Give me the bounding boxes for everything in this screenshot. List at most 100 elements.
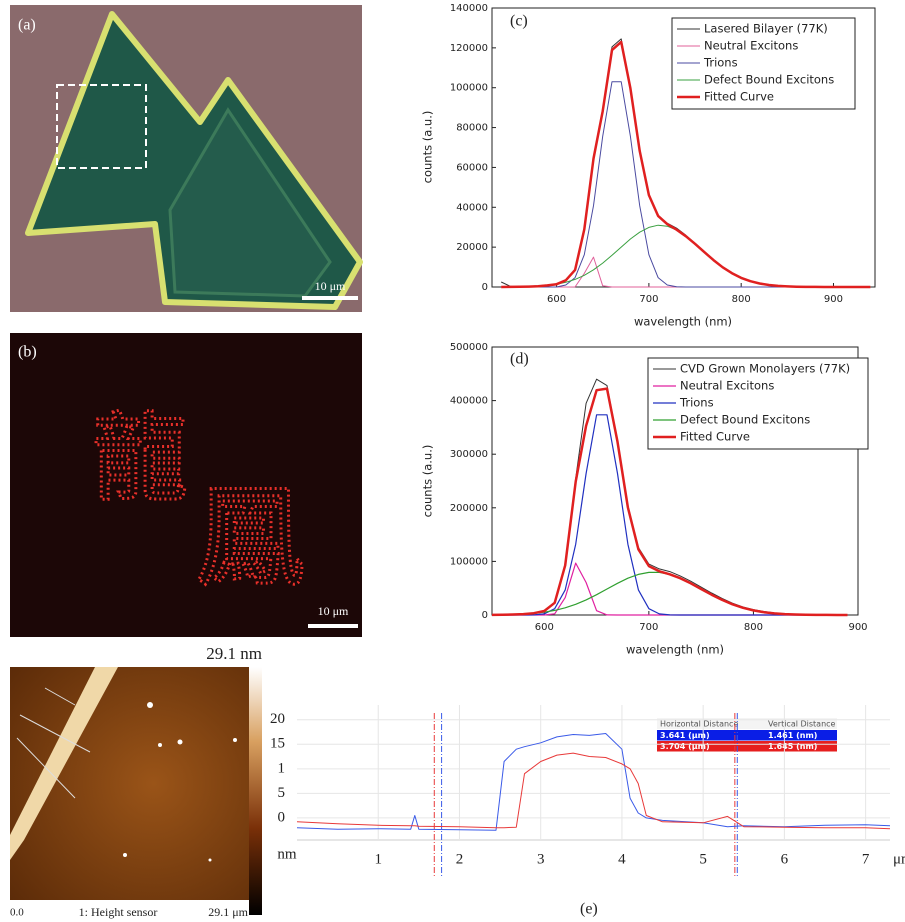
y-tick-label: 20: [270, 711, 285, 727]
x-tick-label: 6: [781, 851, 789, 867]
series-line: [501, 256, 871, 288]
measurement-table: Horizontal Distance Vertical Distance 3.…: [657, 718, 837, 752]
pattern-character: 鳳: [195, 473, 305, 601]
chart: 0 20000 40000 60000 80000 100000 120000 140000 6…: [421, 3, 876, 329]
afm-image: 29.1 nm 0.0 1: Height sensor 29.1 μm: [10, 644, 262, 919]
y-axis-title: counts (a.u.): [421, 445, 435, 518]
particle: [147, 702, 153, 708]
x-tick-label: 600: [535, 622, 554, 633]
x-tick-label: 1: [374, 851, 382, 867]
y-tick-label: 1: [278, 760, 286, 776]
table-cell: 3.704 (μm): [660, 742, 710, 751]
table-row: [657, 730, 837, 741]
channel-label: 1: Height sensor: [79, 905, 158, 919]
y-tick-label: 20000: [456, 242, 488, 253]
table-cell: 1.645 (nm): [768, 742, 817, 751]
x-axis-title: wavelength (nm): [626, 643, 724, 657]
table-header-cell: Horizontal Distance: [660, 720, 738, 729]
y-tick-label: 0: [482, 282, 488, 293]
y-tick-label: 40000: [456, 202, 488, 213]
panel-label: (b): [18, 344, 37, 361]
profile-line: [16, 737, 76, 799]
selection-box: [56, 84, 147, 169]
x-tick-label: 2: [456, 851, 464, 867]
y-axis-title: nm: [277, 846, 297, 862]
x-tick-label: 900: [848, 622, 867, 633]
x-tick-label: 7: [862, 851, 870, 867]
series-line: [501, 81, 871, 288]
x-tick-label: 600: [547, 294, 566, 305]
legend-label: Defect Bound Excitons: [704, 73, 834, 87]
profile-line: [44, 687, 76, 706]
table-row: [657, 741, 837, 752]
y-tick-label: 15: [270, 736, 285, 752]
x-tick-label: 5: [699, 851, 707, 867]
x-tick-label: 4: [618, 851, 626, 867]
table-header: [657, 718, 837, 729]
legend-label: Trions: [703, 56, 738, 70]
scale-label: 10 μm: [315, 279, 346, 293]
particle: [177, 739, 183, 745]
series-line: [296, 733, 891, 831]
y-tick-label: 0: [278, 809, 286, 825]
y-tick-label: 5: [278, 785, 286, 801]
legend-label: Fitted Curve: [704, 90, 774, 104]
table-cell: 3.641 (μm): [660, 731, 710, 740]
legend-box: [647, 357, 869, 450]
particle: [208, 858, 212, 862]
legend-label: Fitted Curve: [680, 430, 750, 444]
x-tick-label: 800: [744, 622, 763, 633]
particle: [233, 738, 237, 742]
x-tick-label: 700: [639, 622, 658, 633]
particle: [123, 853, 127, 857]
legend-label: Lasered Bilayer (77K): [704, 22, 828, 36]
x-axis-title: μm: [893, 851, 905, 867]
y-tick-label: 60000: [456, 162, 488, 173]
panel-label: (e): [580, 901, 598, 918]
panel-label: (a): [18, 17, 36, 34]
series-line: [501, 40, 871, 289]
flake-layer: [168, 107, 332, 298]
y-tick-label: 300000: [450, 449, 488, 460]
series-line: [492, 562, 848, 616]
size-label: 29.1 μm: [208, 905, 248, 919]
colorbar-min: 0.0: [10, 907, 24, 919]
x-tick-label: 900: [824, 294, 843, 305]
flake-edge: [10, 667, 118, 860]
panel-label: (c): [510, 13, 528, 30]
series-line: [296, 752, 891, 830]
table-cell: 1.461 (nm): [768, 731, 817, 740]
series-line: [491, 387, 848, 617]
profile-line: [19, 714, 91, 753]
table-header-cell: Vertical Distance: [768, 720, 836, 729]
panel-label: (d): [510, 351, 529, 368]
x-axis-title: wavelength (nm): [634, 315, 732, 329]
y-tick-label: 140000: [450, 3, 488, 14]
x-tick-label: 800: [732, 294, 751, 305]
chart: 0 100000 200000 300000 400000 500000 600 700 800…: [421, 342, 869, 657]
legend-label: Neutral Excitons: [704, 39, 798, 53]
panel-a: 10 μm (a): [10, 5, 363, 312]
y-tick-label: 400000: [450, 396, 488, 407]
series-line: [501, 224, 871, 288]
legend-label: Trions: [679, 396, 714, 410]
x-tick-label: 3: [537, 851, 545, 867]
y-tick-label: 100000: [450, 556, 488, 567]
y-tick-label: 500000: [450, 342, 488, 353]
particle: [158, 743, 162, 747]
legend-label: Neutral Excitons: [680, 379, 774, 393]
y-tick-label: 0: [482, 610, 488, 621]
y-tick-label: 100000: [450, 83, 488, 94]
y-tick-label: 120000: [450, 43, 488, 54]
colorbar-max: 29.1 nm: [206, 644, 262, 663]
x-tick-label: 700: [639, 294, 658, 305]
pl-map: [10, 333, 362, 637]
pattern-character: 龍: [92, 402, 188, 514]
y-tick-label: 200000: [450, 503, 488, 514]
panel-b: 龍 鳳 10 μm (b): [10, 333, 362, 637]
legend-label: CVD Grown Monolayers (77K): [680, 362, 850, 376]
y-axis-title: counts (a.u.): [421, 111, 435, 184]
legend-label: Defect Bound Excitons: [680, 413, 810, 427]
